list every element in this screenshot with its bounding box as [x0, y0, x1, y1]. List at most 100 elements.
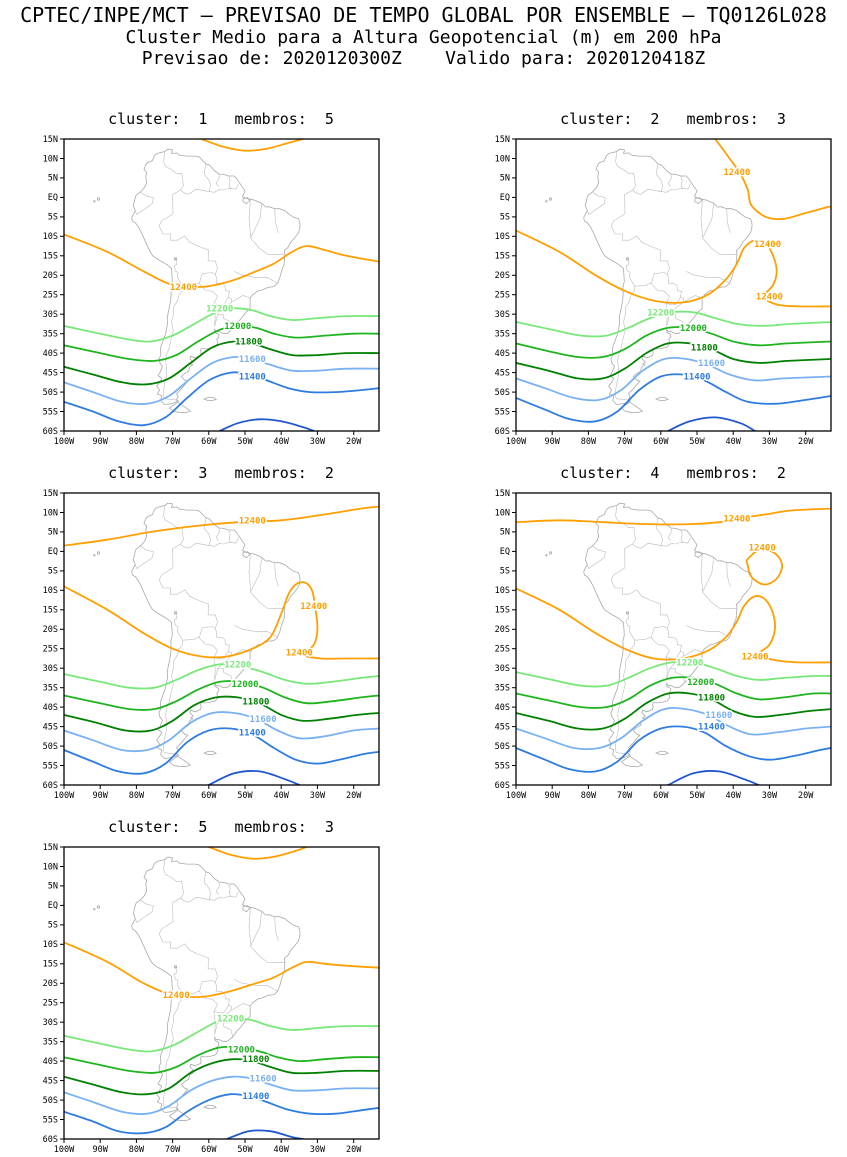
lat-tick-label: 25S: [43, 645, 58, 655]
lat-tick-label: 60S: [43, 427, 58, 437]
contour-label: 12400: [741, 653, 768, 663]
island-outline: [203, 750, 218, 756]
lat-tick-label: 55S: [43, 1115, 58, 1125]
axis-group: 15N 10N 5N EQ 5S 10S 15S 20S 25S 30S 35S 40S 45S 50S 5…: [43, 489, 363, 801]
lat-tick-label: 10S: [43, 586, 58, 596]
cluster-panels-grid: cluster: 1 membros: 5 12400 12200 12000 1180…: [0, 109, 847, 1157]
lon-tick-label: 100W: [506, 437, 527, 447]
panel-cluster-3: cluster: 3 membros: 2 12400 12400 12400 1220…: [14, 463, 394, 803]
contour-label: 12400: [239, 516, 266, 526]
country-border: [250, 557, 262, 593]
contour-12400: [200, 139, 304, 152]
panel-title: cluster: 4 membros: 2: [560, 464, 786, 482]
contour-label: 12400: [749, 544, 776, 554]
lat-tick-label: 35S: [43, 684, 58, 694]
contour-label: 11800: [242, 1055, 269, 1065]
contour-12200: [516, 310, 831, 338]
contour-11400: [516, 373, 831, 423]
lon-tick-label: 90W: [93, 1145, 109, 1155]
lon-tick-label: 50W: [237, 437, 253, 447]
contour-12200: [64, 1017, 379, 1053]
country-border: [651, 626, 668, 638]
header: CPTEC/INPE/MCT — PREVISAO DE TEMPO GLOBA…: [0, 0, 847, 70]
country-border: [683, 295, 703, 303]
map-plot-cluster-4: 12400 12400 12400 12200 12000 11800 11600 11400…: [495, 489, 832, 801]
island-outline: [93, 200, 96, 203]
contour-11800: [64, 1058, 379, 1096]
contour-12400: [745, 548, 784, 586]
country-border: [158, 213, 232, 316]
country-border: [615, 505, 636, 568]
lon-tick-label: 30W: [762, 791, 778, 801]
lon-tick-label: 60W: [201, 791, 217, 801]
country-border: [158, 567, 232, 670]
south-america-coastline: [583, 502, 753, 759]
lat-tick-label: 20S: [43, 625, 58, 635]
lat-tick-label: 50S: [495, 742, 510, 752]
country-border: [592, 191, 606, 204]
lat-tick-label: 15N: [43, 135, 58, 145]
country-border: [163, 151, 184, 214]
country-border: [259, 601, 285, 609]
lat-tick-label: 15S: [43, 252, 58, 262]
lon-tick-label: 50W: [237, 791, 253, 801]
contour-label: 12200: [676, 658, 703, 668]
lat-tick-label: EQ: [500, 193, 510, 203]
lake-outline: [173, 611, 178, 615]
contour-11600: [64, 1075, 379, 1115]
panel-cluster-1: cluster: 1 membros: 5 12400 12200 12000 1180…: [14, 109, 394, 449]
lon-tick-label: 70W: [617, 437, 633, 447]
lat-tick-label: 35S: [495, 330, 510, 340]
country-border: [665, 296, 681, 306]
country-border: [711, 247, 737, 255]
contour-12000: [64, 1045, 379, 1074]
lon-tick-label: 20W: [346, 1145, 362, 1155]
country-border: [614, 257, 636, 401]
panel-cluster-4: cluster: 4 membros: 2 12400 12400 12400 1220…: [466, 463, 846, 803]
contour-12400: [714, 139, 831, 221]
contour-12000: [64, 680, 379, 711]
contour-11200: [667, 770, 760, 785]
lon-tick-label: 80W: [129, 437, 145, 447]
lat-tick-label: 45S: [43, 1076, 58, 1086]
lat-tick-label: 5N: [500, 174, 510, 184]
plot-frame: [63, 846, 380, 1140]
contour-11200: [226, 1129, 304, 1139]
contour-label: 11600: [698, 359, 725, 369]
lake-outline: [625, 611, 630, 615]
contour-11400: [64, 1093, 379, 1135]
country-border: [228, 883, 232, 897]
island-outline: [242, 905, 251, 913]
country-border: [610, 213, 684, 316]
lon-tick-label: 80W: [581, 791, 597, 801]
lat-tick-label: 50S: [43, 1096, 58, 1106]
plot-frame: [63, 492, 380, 786]
header-line2: Cluster Medio para a Altura Geopotencial…: [125, 27, 722, 48]
lon-tick-label: 40W: [274, 791, 290, 801]
country-border: [163, 505, 184, 568]
lon-tick-label: 40W: [274, 437, 290, 447]
lat-tick-label: 10S: [495, 232, 510, 242]
lat-tick-label: EQ: [48, 547, 58, 557]
island-outline: [96, 905, 101, 909]
axis-group: 15N 10N 5N EQ 5S 10S 15S 20S 25S 30S 35S 40S 45S 50S 5…: [495, 135, 815, 447]
lon-tick-label: 40W: [726, 791, 742, 801]
country-border: [162, 611, 184, 755]
country-border: [686, 271, 730, 284]
lat-tick-label: 15S: [495, 606, 510, 616]
lat-tick-label: 10S: [43, 232, 58, 242]
contour-label: 12000: [228, 1046, 255, 1056]
island-outline: [93, 908, 96, 911]
country-border: [726, 208, 731, 233]
country-border: [702, 557, 714, 593]
country-border: [182, 990, 218, 1005]
lat-tick-label: 60S: [495, 781, 510, 791]
country-border: [700, 199, 712, 249]
contour-label: 11600: [705, 711, 732, 721]
lat-tick-label: 5S: [48, 567, 58, 577]
country-border: [248, 907, 260, 957]
island-outline: [545, 554, 548, 557]
lat-tick-label: 5S: [48, 213, 58, 223]
lat-tick-label: 15N: [43, 843, 58, 853]
